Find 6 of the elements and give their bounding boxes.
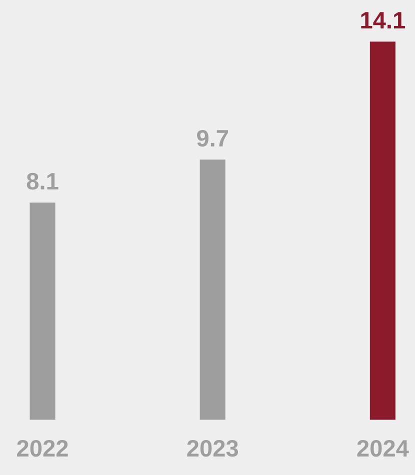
data-label: 9.7 — [197, 130, 228, 147]
x-tick-label: 2023 — [187, 440, 238, 457]
x-tick-label: 2022 — [17, 440, 68, 457]
data-label: 14.1 — [361, 12, 406, 28]
data-label: 8.1 — [26, 172, 58, 190]
x-tick-label: 2024 — [357, 440, 409, 457]
